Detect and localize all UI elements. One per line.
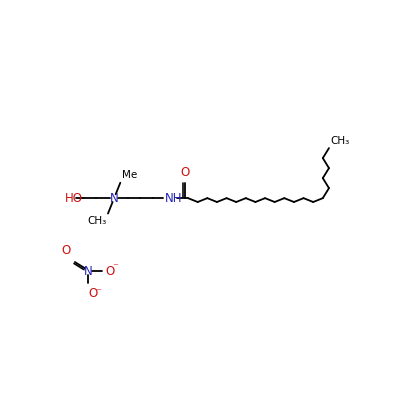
Text: O: O	[89, 288, 98, 300]
Text: O: O	[180, 166, 190, 179]
Text: NH: NH	[165, 192, 182, 205]
Text: O: O	[62, 244, 71, 258]
Text: CH₃: CH₃	[87, 216, 106, 226]
Text: Me: Me	[122, 170, 137, 180]
Text: N: N	[84, 265, 92, 278]
Text: N: N	[110, 192, 118, 205]
Text: ⁻: ⁻	[96, 288, 102, 298]
Text: CH₃: CH₃	[330, 136, 350, 146]
Text: ⁻: ⁻	[112, 262, 118, 272]
Text: HO: HO	[65, 192, 83, 205]
Text: O: O	[105, 265, 114, 278]
